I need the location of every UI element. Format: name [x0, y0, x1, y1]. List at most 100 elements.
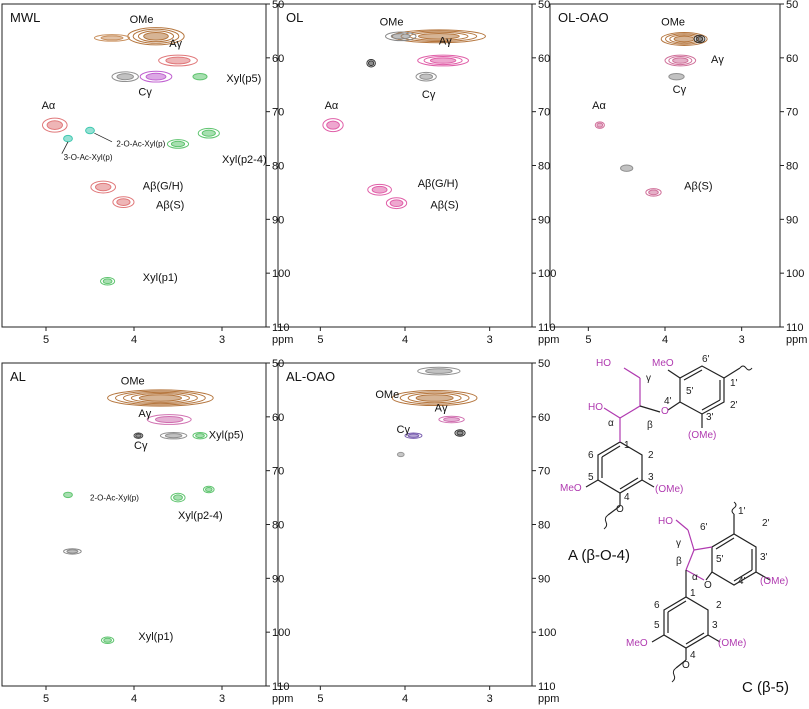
contour-ring [63, 491, 73, 499]
peak-Xyl-p2-4: Xyl(p2-4) [170, 492, 223, 522]
contour-ring [112, 196, 135, 208]
x-tick-label: 4 [402, 334, 408, 346]
contour-ring [133, 432, 144, 439]
peak-OMe: OMe [375, 389, 478, 407]
y-tick-label: 110 [272, 681, 290, 693]
peak-Ab-S: Aβ(S) [385, 197, 459, 212]
peak-OMe-tail [93, 34, 131, 42]
a-caption: A (β-O-4) [568, 547, 630, 564]
peak-Aa: Aα [42, 100, 68, 133]
leader-lines [61, 132, 113, 154]
a-c1: 1 [624, 440, 630, 451]
plot-frame [1, 362, 267, 687]
squiggle-c-top [731, 501, 737, 515]
c-c2p: 2' [762, 518, 770, 529]
contour-ring [100, 276, 116, 286]
y-tick-label: 60 [538, 412, 550, 424]
contour-ring [664, 54, 697, 67]
peak-Ab-S: Aβ(S) [112, 196, 184, 212]
contour-ring [326, 120, 340, 130]
peak-label: 3-O-Ac-Xyl(p) [64, 153, 113, 162]
peak-label: Xyl(p1) [143, 272, 178, 284]
x-tick-label: 5 [43, 693, 49, 705]
y-tick-label: 90 [786, 214, 798, 226]
peak-Cy-dark [133, 432, 144, 439]
contour-ring [396, 451, 405, 458]
contour-ring [404, 432, 423, 439]
contour-ring [673, 35, 695, 43]
contour-ring [596, 122, 604, 128]
contour-ring [173, 494, 183, 501]
peak-Ab-S: Aβ(S) [645, 181, 712, 197]
peak-3-O-Ac-Xyl: 3-O-Ac-Xyl(p) [63, 134, 113, 162]
c-gamma: γ [676, 538, 681, 549]
a-c4: 4 [624, 492, 630, 503]
x-tick-label: 4 [131, 334, 137, 346]
contour-ring [594, 121, 605, 129]
structure-a-bonds [585, 365, 741, 516]
y-tick-label: 50 [538, 358, 550, 370]
y-tick-label: 80 [538, 161, 550, 173]
contour-ring [85, 126, 95, 135]
x-tick-label: 3 [739, 334, 745, 346]
x-tick-label: 4 [131, 693, 137, 705]
peak-OMe-dark [693, 34, 706, 44]
c-o-bottom: O [682, 660, 690, 671]
contour-ring [417, 32, 460, 40]
contour-ring [660, 32, 708, 46]
y-tick-label: 110 [538, 681, 556, 693]
contour-ring [170, 140, 186, 148]
a-alpha: α [608, 418, 614, 429]
x-axis-label: ppm [272, 334, 293, 346]
contour-ring [116, 198, 131, 206]
c-c4: 4 [690, 650, 696, 661]
squiggle-c-bottom [671, 667, 677, 683]
y-tick-label: 110 [786, 322, 804, 334]
peak-label: OMe [121, 376, 145, 388]
peak-label: 2-O-Ac-Xyl(p) [116, 140, 165, 149]
peak-Cy: Cγ [138, 70, 173, 99]
contour-ring [122, 391, 198, 405]
contour-ring [103, 637, 112, 643]
peak-label: Aα [42, 100, 56, 112]
peak-2-O-Ac-Xyl: 2-O-Ac-Xyl(p) [63, 491, 139, 502]
peak-label: Aβ(S) [156, 200, 184, 212]
contour-ring [102, 278, 113, 285]
y-tick-label: 90 [538, 573, 550, 585]
x-tick-label: 5 [43, 334, 49, 346]
a-c5: 5 [588, 472, 594, 483]
panel-al-oao: AL-OAO 50 60 70 80 90 100 110 5 4 3 ppm OMe Aγ Cγ [277, 358, 559, 705]
a-c6p: 6' [702, 354, 710, 365]
contour-ring [132, 28, 180, 44]
y-tick-label: 70 [538, 466, 550, 478]
peak-label: Aα [592, 100, 606, 112]
x-tick-label: 5 [585, 334, 591, 346]
a-ome: (OMe) [655, 484, 683, 495]
contour-ring [415, 394, 454, 402]
y-tick-label: 50 [538, 0, 550, 11]
peak-label: OMe [130, 14, 154, 26]
c-ome: (OMe) [718, 638, 746, 649]
y-tick-label: 90 [538, 214, 550, 226]
contour-ring [415, 71, 437, 82]
peak-label: Xyl(p2-4) [222, 154, 267, 166]
contour-ring [195, 433, 205, 439]
contour-ring [111, 71, 139, 83]
c-c5: 5 [654, 620, 660, 631]
x-tick-label: 3 [487, 693, 493, 705]
x-axis-label: ppm [538, 693, 559, 705]
peak-Xyl-p2-4b [203, 485, 215, 494]
contour-ring [197, 127, 220, 139]
a-gamma: γ [646, 373, 651, 384]
contour-ring [158, 54, 198, 67]
peak-Cy: Cγ [397, 424, 423, 439]
peak-Ay: Aγ [435, 402, 465, 424]
a-c2: 2 [648, 450, 654, 461]
contour-ring [107, 389, 214, 407]
peak-label: Xyl(p1) [138, 631, 173, 643]
plot-frame [277, 362, 533, 687]
contour-ring [166, 139, 190, 149]
contour-ring [668, 55, 693, 66]
